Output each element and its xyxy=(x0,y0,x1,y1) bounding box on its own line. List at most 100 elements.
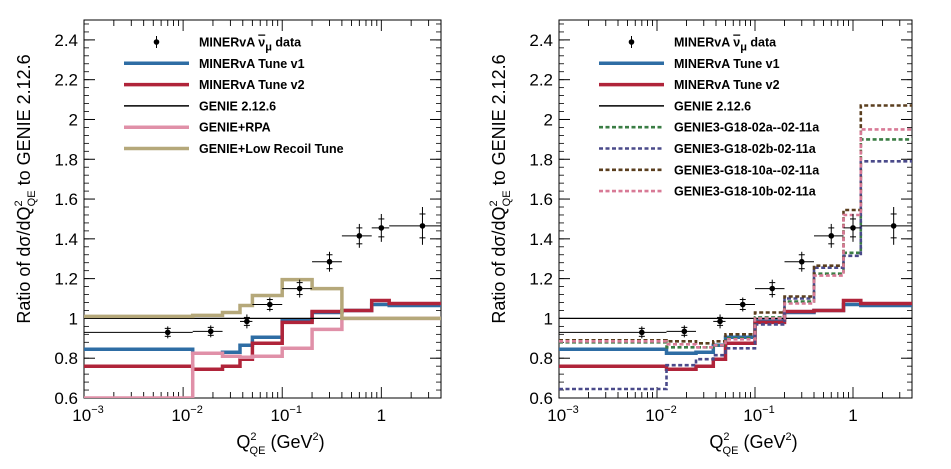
x-tick-base: 10 xyxy=(171,406,190,425)
y-axis-title-c: to GENIE 2.12.6 xyxy=(14,54,34,190)
y-tick-label: 2 xyxy=(544,110,553,129)
series-group xyxy=(84,207,441,398)
legend-label-4: GENIE+Low Recoil Tune xyxy=(199,142,344,156)
y-tick-label: 1.8 xyxy=(54,150,78,169)
y-tick-label: 1.6 xyxy=(54,190,78,209)
y-tick-label: 1.4 xyxy=(54,230,78,249)
y-tick-label: 2.2 xyxy=(529,71,553,90)
x-axis-title-sub: QE xyxy=(723,445,739,457)
x-tick-label: 1 xyxy=(848,406,857,425)
y-axis-title-a: Ratio of d xyxy=(14,247,34,324)
y-tick-label: 2 xyxy=(69,110,78,129)
y-tick-label: 2.4 xyxy=(529,31,553,50)
y-tick-label: 0.6 xyxy=(54,389,78,408)
x-tick-exponent: −3 xyxy=(91,404,104,416)
legend-data-a: MINERvA xyxy=(674,36,733,50)
y-tick-label: 0.8 xyxy=(54,349,78,368)
series-line-4 xyxy=(84,277,441,321)
data-point xyxy=(828,233,835,239)
x-axis-title-close: ) xyxy=(319,432,325,452)
x-axis-title-close: ) xyxy=(792,432,798,452)
x-tick-base: 10 xyxy=(270,406,289,425)
data-point xyxy=(717,318,723,325)
series-line-4 xyxy=(559,160,912,391)
y-axis-title-a: Ratio of d xyxy=(489,247,509,324)
x-tick-base: 10 xyxy=(645,406,664,425)
series-line-3 xyxy=(84,316,441,398)
x-tick-label: 10−3 xyxy=(547,404,578,425)
x-tick-base: 1 xyxy=(848,406,857,425)
y-axis-title-sub: QE xyxy=(26,190,38,206)
x-tick-base: 1 xyxy=(377,406,386,425)
data-point xyxy=(798,258,805,265)
x-axis-title-sub: QE xyxy=(250,445,266,457)
x-tick-label: 10−2 xyxy=(645,404,676,425)
data-point xyxy=(419,223,426,229)
data-point xyxy=(296,285,303,292)
y-tick-label: 0.8 xyxy=(529,349,553,368)
right-panel: 0.60.811.21.41.61.822.22.410−3 10−2 10−1 1Q… xyxy=(488,19,913,457)
y-axis-title-sup: 2 xyxy=(13,200,25,206)
data-point xyxy=(326,258,333,265)
plot-frame xyxy=(558,19,913,399)
y-axis-title: Ratio of dσ/dQ2QE to GENIE 2.12.6 xyxy=(488,54,513,323)
x-axis-title-unit-sup: 2 xyxy=(785,431,791,443)
y-axis-title-sigma: σ xyxy=(14,235,34,246)
y-axis-title-sigma: σ xyxy=(489,235,509,246)
legend-data-a: MINERvA xyxy=(199,36,258,50)
legend-label-1: MINERvA Tune v2 xyxy=(674,78,780,92)
y-axis-title: Ratio of dσ/dQ2QE to GENIE 2.12.6 xyxy=(13,54,38,323)
data-point xyxy=(850,225,856,231)
legend-data-b: data xyxy=(747,36,777,50)
legend-data-marker xyxy=(628,39,635,45)
x-tick-label: 10−3 xyxy=(72,404,103,425)
legend: MINERvA νμ data MINERvA Tune v1 MINERvA Tu… xyxy=(124,36,344,156)
series-line-0 xyxy=(84,302,441,355)
data-point xyxy=(207,328,214,335)
left-panel: 0.60.811.21.41.61.822.22.410−3 10−2 10−1 1Q… xyxy=(13,19,442,457)
data-point xyxy=(639,329,645,336)
x-tick-exponent: −1 xyxy=(289,404,302,416)
data-point xyxy=(244,318,250,325)
legend-data-nu: ν xyxy=(258,36,265,50)
legend-data-sub: μ xyxy=(265,42,272,54)
legend-label-5: GENIE3-G18-10a--02-11a xyxy=(674,163,820,177)
x-tick-label: 10−1 xyxy=(743,404,774,425)
y-axis-title-c: to GENIE 2.12.6 xyxy=(489,54,509,190)
legend-label-3: GENIE+RPA xyxy=(199,121,271,135)
x-axis-title-unit-sup: 2 xyxy=(312,431,318,443)
series-line-0 xyxy=(559,302,912,355)
y-tick-label: 1.4 xyxy=(529,230,553,249)
y-tick-label: 1.6 xyxy=(529,190,553,209)
x-axis-title-q: Q xyxy=(709,432,723,452)
y-tick-label: 1.8 xyxy=(529,150,553,169)
y-axis-title-sup: 2 xyxy=(488,200,500,206)
x-axis-title-sup: 2 xyxy=(250,431,256,443)
y-tick-label: 0.6 xyxy=(529,389,553,408)
x-axis-title-sup: 2 xyxy=(723,431,729,443)
data-point xyxy=(164,329,171,336)
series-line-6 xyxy=(559,128,912,349)
x-tick-label: 1 xyxy=(377,406,386,425)
y-tick-label: 1 xyxy=(69,309,78,328)
x-tick-exponent: −3 xyxy=(566,404,579,416)
data-point xyxy=(769,285,776,292)
legend-label-data: MINERvA νμ data xyxy=(674,36,777,54)
y-tick-label: 1.2 xyxy=(54,270,78,289)
y-axis-title-sub: QE xyxy=(501,190,513,206)
legend-label-2: GENIE 2.12.6 xyxy=(674,99,751,113)
data-point xyxy=(267,301,273,308)
x-tick-label: 10−2 xyxy=(171,404,202,425)
data-point xyxy=(681,328,688,335)
y-tick-label: 2.2 xyxy=(54,71,78,90)
x-tick-exponent: −2 xyxy=(190,404,203,416)
data-point xyxy=(378,225,385,231)
y-axis-title-b: /dQ xyxy=(489,206,509,235)
data-point xyxy=(356,233,363,239)
legend-label-4: GENIE3-G18-02b-02-11a xyxy=(674,142,817,156)
legend-label-data: MINERvA νμ data xyxy=(199,36,302,54)
x-tick-base: 10 xyxy=(72,406,91,425)
x-tick-label: 10−1 xyxy=(270,404,301,425)
legend-label-0: MINERvA Tune v1 xyxy=(674,57,780,71)
